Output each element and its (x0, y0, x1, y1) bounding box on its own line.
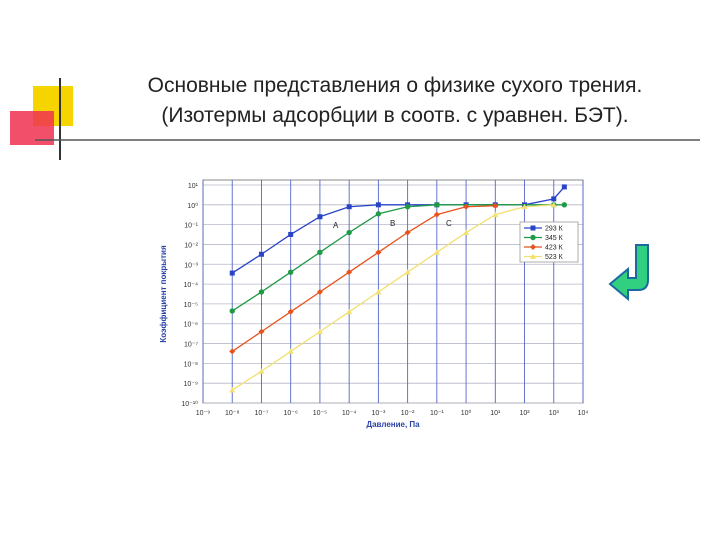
x-tick-label: 10⁻³ (371, 410, 385, 417)
annotation: C (446, 219, 452, 228)
x-tick-label: 10⁻² (401, 410, 415, 417)
plot-area (202, 179, 584, 404)
x-tick-label: 10⁻⁶ (284, 410, 298, 417)
y-tick-label: 10⁻¹ (184, 223, 198, 230)
point (258, 368, 265, 374)
point (463, 229, 470, 236)
point (317, 249, 323, 256)
point (375, 288, 382, 295)
point (375, 211, 382, 217)
title-line: Основные представления о физике сухого т… (147, 74, 643, 97)
y-tick-label: 10⁻² (184, 242, 198, 249)
y-tick-label: 10⁰ (187, 202, 198, 210)
point (346, 308, 353, 315)
point (258, 289, 265, 295)
y-tick-label: 10¹ (188, 183, 199, 190)
x-tick-label: 10⁴ (578, 410, 589, 417)
point (287, 348, 294, 354)
point (433, 249, 440, 255)
point (521, 203, 528, 210)
y-tick-label: 10⁻⁵ (184, 302, 198, 309)
legend-label: 423 К (545, 245, 564, 252)
point (346, 269, 353, 276)
title-line: (Изотермы адсорбции в соотв. с уравнен. … (161, 104, 629, 127)
point (434, 202, 440, 208)
point (404, 269, 411, 275)
point (287, 269, 294, 275)
point (346, 229, 352, 236)
point (229, 387, 236, 393)
point (404, 204, 411, 210)
point (433, 211, 440, 218)
point (229, 308, 235, 314)
y-tick-label: 10⁻⁴ (184, 282, 199, 289)
x-tick-label: 10⁻⁵ (313, 410, 327, 417)
point (375, 202, 381, 208)
point (463, 203, 470, 210)
point (229, 348, 236, 355)
legend-label: 293 К (545, 226, 564, 233)
point (288, 231, 294, 237)
legend-label: 523 К (545, 254, 564, 261)
annotation: B (390, 219, 395, 228)
point (530, 225, 536, 231)
y-tick-label: 10⁻³ (184, 262, 198, 269)
x-tick-label: 10⁻⁷ (254, 410, 268, 417)
annotation: A (333, 221, 339, 230)
legend (519, 221, 579, 263)
point (551, 196, 557, 202)
point (492, 211, 499, 218)
point (229, 270, 235, 276)
y-tick-label: 10⁻⁸ (184, 361, 198, 368)
series-line (231, 205, 496, 352)
point (561, 202, 568, 208)
point (530, 244, 536, 250)
point (258, 328, 265, 335)
x-tick-label: 10⁻⁹ (196, 410, 210, 417)
x-tick-label: 10⁻⁸ (225, 410, 239, 417)
point (561, 184, 567, 190)
point (316, 288, 323, 295)
y-axis-label: Коэффициент покрытия (159, 245, 168, 343)
y-tick-label: 10⁻¹⁰ (181, 400, 198, 408)
x-tick-label: 10⁰ (461, 409, 472, 417)
point (492, 202, 499, 209)
x-tick-label: 10⁻⁴ (342, 410, 357, 417)
point (375, 249, 382, 256)
return-icon[interactable] (608, 244, 649, 302)
y-tick-label: 10⁻⁹ (184, 381, 198, 388)
point (287, 308, 294, 315)
point (258, 251, 264, 257)
point (346, 204, 352, 210)
y-tick-label: 10⁻⁶ (184, 322, 198, 329)
x-tick-label: 10¹ (490, 410, 501, 417)
point (530, 234, 536, 241)
legend-label: 345 К (545, 235, 564, 242)
x-axis-label: Давление, Па (366, 420, 420, 429)
series-line (231, 204, 554, 391)
x-tick-label: 10³ (549, 410, 560, 417)
x-tick-label: 10⁻¹ (430, 410, 444, 417)
point (550, 201, 557, 208)
y-tick-label: 10⁻⁷ (184, 342, 198, 349)
point (316, 328, 323, 335)
point (530, 253, 536, 259)
x-tick-label: 10² (519, 410, 530, 417)
point (317, 214, 323, 220)
point (404, 229, 411, 236)
